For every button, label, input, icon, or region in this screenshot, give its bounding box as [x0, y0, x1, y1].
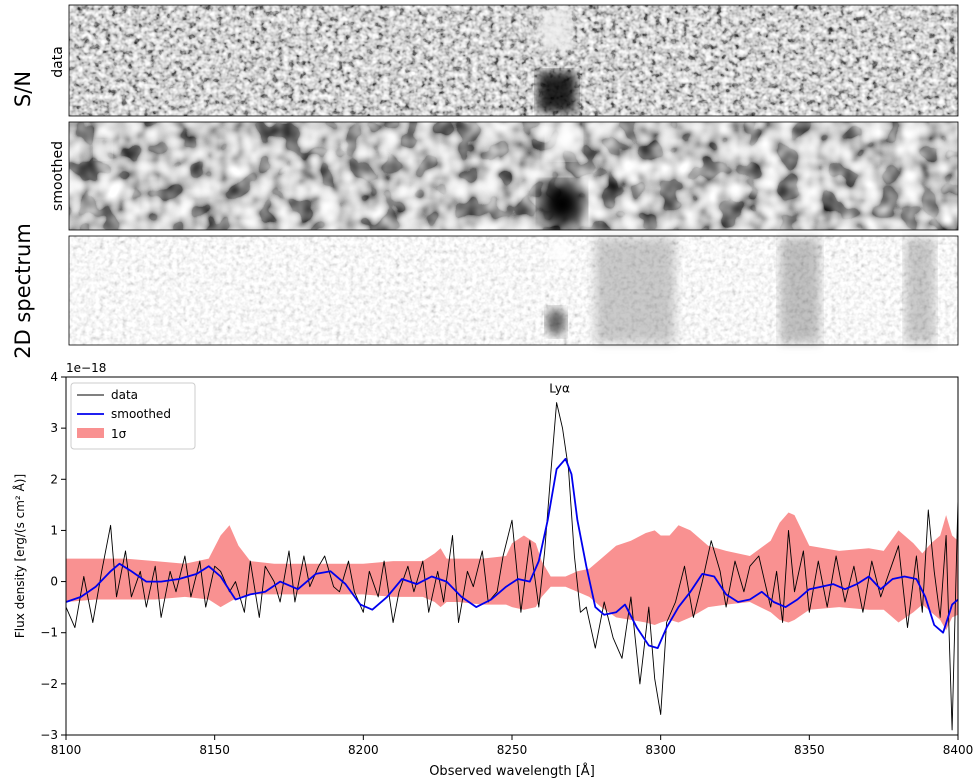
x-axis-label: Observed wavelength [Å]: [429, 763, 595, 779]
y-tick-label: 3: [50, 421, 58, 435]
sn-smoothed-image: [68, 121, 959, 231]
x-tick-label: 8100: [51, 743, 82, 757]
row-label-smoothed: smoothed: [50, 141, 66, 211]
series-lines-layer: [65, 402, 959, 731]
x-tick-label: 8150: [199, 743, 230, 757]
x-tick-label: 8250: [497, 743, 528, 757]
y-tick-label: −1: [40, 626, 58, 640]
legend-band-label: 1σ: [111, 427, 127, 441]
legend: data smoothed 1σ: [70, 382, 196, 450]
x-tick-label: 8200: [348, 743, 379, 757]
row-label-sn: S/N: [11, 71, 35, 107]
y-tick-label: −2: [40, 677, 58, 691]
y-axis-label: Flux density [erg/(s cm² Å)]: [12, 474, 27, 638]
x-tick-label: 8350: [794, 743, 825, 757]
row-label-2d-spectrum: 2D spectrum: [11, 223, 35, 359]
spectrum-2d-image: [68, 235, 959, 346]
legend-band-swatch: [77, 428, 104, 438]
y-tick-label: −3: [40, 728, 58, 742]
legend-data-label: data: [111, 388, 138, 402]
sn-data-image: [68, 4, 959, 117]
series-line-smoothed: [65, 457, 959, 649]
y-tick-label: 1: [50, 523, 58, 537]
x-tick-label: 8300: [645, 743, 676, 757]
y-tick-label: 4: [50, 370, 58, 384]
axes-layer: 8100 8150 8200 8250 8300 8350 8400 −3 −2 −1 0 1 2 3 4: [40, 370, 973, 757]
spectrum-plot: 1e−18 8100 8150 8200 8250 8300 8350 8400 −3 −2 −1…: [12, 361, 973, 779]
series-line-data: [65, 402, 959, 731]
x-tick-label: 8400: [943, 743, 974, 757]
y-offset-label: 1e−18: [66, 361, 106, 375]
y-tick-label: 2: [50, 472, 58, 486]
lyman-alpha-annotation: Lyα: [549, 381, 570, 395]
y-tick-label: 0: [50, 575, 58, 589]
legend-smoothed-label: smoothed: [111, 407, 171, 421]
row-label-data: data: [50, 46, 66, 78]
